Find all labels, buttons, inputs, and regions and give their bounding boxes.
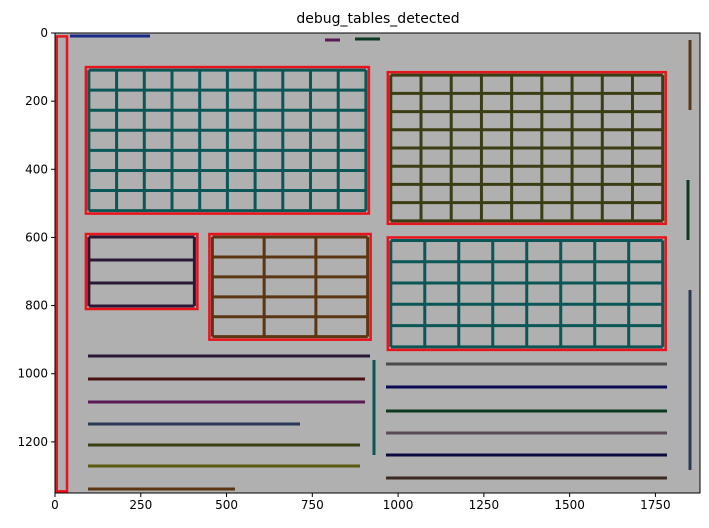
axes-frame <box>54 32 701 494</box>
x-tick-label: 1000 <box>383 498 414 512</box>
x-tick-label: 0 <box>51 498 59 512</box>
x-tick-label: 250 <box>129 498 152 512</box>
y-tick-label: 800 <box>25 299 48 313</box>
table-box <box>208 232 372 341</box>
image-content <box>70 34 692 491</box>
x-tick-label: 750 <box>301 498 324 512</box>
table-box <box>55 35 69 493</box>
x-tick-label: 1750 <box>640 498 671 512</box>
x-tick-label: 1250 <box>469 498 500 512</box>
y-tick-label: 400 <box>25 162 48 176</box>
y-tick-label: 1200 <box>17 435 48 449</box>
y-tick-label: 1000 <box>17 367 48 381</box>
x-tick-label: 500 <box>215 498 238 512</box>
y-tick-label: 0 <box>40 26 48 40</box>
chart-title: debug_tables_detected <box>296 11 459 27</box>
table-box <box>84 65 371 215</box>
table-box <box>386 236 667 352</box>
x-tick-label: 1500 <box>554 498 585 512</box>
table-box <box>84 232 199 311</box>
table-box <box>386 70 667 226</box>
y-tick-label: 600 <box>25 230 48 244</box>
y-tick-label: 200 <box>25 94 48 108</box>
